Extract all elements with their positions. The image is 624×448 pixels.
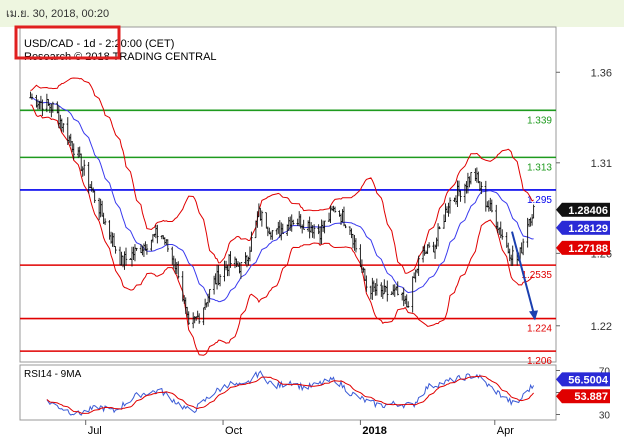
price-tag-label-bollinger: 1.27188 (568, 243, 608, 255)
x-tick-label-Oct: Oct (225, 425, 242, 437)
price-tag-label-last_price: 1.28406 (568, 205, 608, 217)
price-tag-moving_average (562, 220, 610, 235)
top-bar: เม.ย. 30, 2018, 00:20 (0, 0, 624, 27)
price-y-tick-label: 1.22 (591, 321, 612, 333)
level-label-1.206: 1.206 (527, 356, 552, 367)
x-tick-label-Apr: Apr (497, 425, 514, 437)
x-tick-label-Jul: Jul (88, 425, 102, 437)
rsi-tag-1 (562, 389, 610, 404)
price-tag-last_price (562, 202, 610, 217)
level-label-1.2535: 1.2535 (521, 270, 552, 281)
forecast-arrow (511, 231, 535, 315)
bollinger-lower (30, 104, 534, 356)
price-y-tick-label: 1.36 (591, 67, 612, 79)
forecast-arrowhead (529, 310, 538, 321)
price-tag-pointer (556, 202, 562, 217)
x-tick-label-2018: 2018 (362, 425, 386, 437)
bollinger-upper (30, 77, 534, 274)
price-tag-label-moving_average: 1.28129 (568, 223, 608, 235)
level-label-1.313: 1.313 (527, 162, 552, 173)
rsi-title: RSI14 - 9MA (24, 369, 82, 380)
price-tag-pointer (556, 240, 562, 255)
rsi-tag-label-0: 56.5004 (568, 374, 609, 386)
price-tag-bollinger (562, 240, 610, 255)
rsi-panel (19, 364, 557, 421)
highlight-box (14, 25, 121, 60)
rsi-tag-0 (562, 372, 610, 387)
rsi-tag-pointer (556, 372, 562, 387)
rsi-ma-line (46, 375, 534, 414)
rsi-y-tick-label: 70 (599, 367, 611, 378)
candles (29, 91, 535, 329)
moving-average (30, 97, 534, 303)
level-label-1.295: 1.295 (527, 195, 552, 206)
price-panel (19, 26, 557, 363)
rsi-y-tick-label: 30 (599, 411, 611, 422)
price-tag-pointer (556, 220, 562, 235)
price-y-tick-label: 1.31 (591, 158, 612, 170)
timestamp: เม.ย. 30, 2018, 00:20 (6, 8, 110, 20)
rsi-tag-pointer (556, 389, 562, 404)
level-label-1.339: 1.339 (527, 115, 552, 126)
instrument-label: USD/CAD - 1d - 2:20:00 (CET) (24, 38, 174, 50)
rsi-tag-label-1: 53.887 (574, 391, 608, 403)
level-label-1.224: 1.224 (527, 324, 552, 335)
